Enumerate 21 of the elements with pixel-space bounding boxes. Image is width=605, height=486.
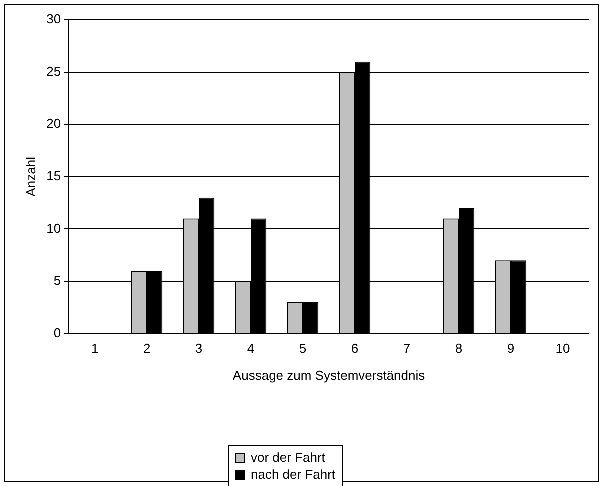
x-tick-label: 10	[556, 341, 570, 356]
y-axis-title: Anzahl	[23, 156, 38, 197]
x-tick-label: 6	[351, 341, 359, 356]
x-tick-label: 7	[403, 341, 411, 356]
x-tick-label: 1	[91, 341, 99, 356]
y-tick-label: 10	[46, 220, 62, 236]
x-tick-label: 5	[299, 341, 307, 356]
y-tick-label: 15	[46, 168, 62, 184]
y-tick-label: 30	[46, 12, 62, 27]
y-tick-label: 0	[54, 325, 62, 340]
x-tick-label: 2	[143, 341, 151, 356]
y-tick-label: 5	[54, 273, 62, 288]
x-tick-label: 4	[247, 341, 255, 356]
y-tick-label: 20	[46, 116, 62, 132]
x-tick-label: 9	[507, 341, 515, 356]
legend-label: nach der Fahrt	[251, 467, 336, 482]
x-tick-label: 8	[455, 341, 463, 356]
x-tick-label: 3	[195, 341, 203, 356]
legend-label: vor der Fahrt	[251, 450, 326, 465]
y-tick-label: 25	[46, 64, 62, 79]
x-axis-title: Aussage zum Systemverständnis	[232, 368, 426, 383]
